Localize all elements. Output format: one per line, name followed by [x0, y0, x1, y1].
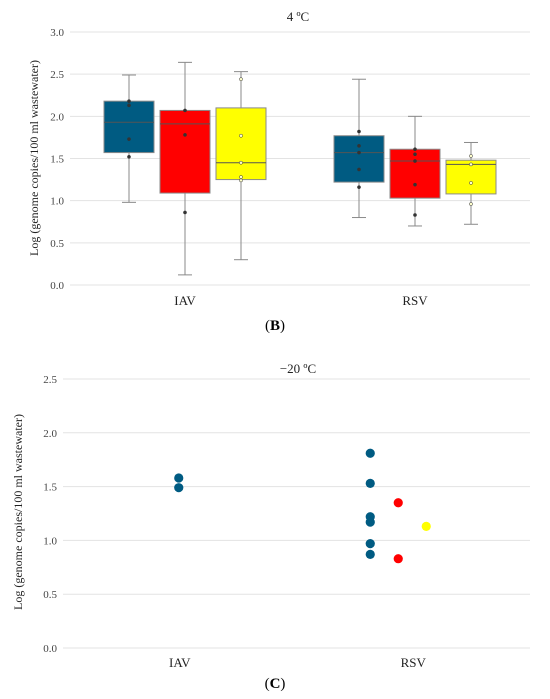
scatter-point [365, 549, 375, 559]
y-tick-b: 1.5 [50, 154, 64, 166]
scatter-point [174, 473, 184, 483]
box-body [215, 107, 267, 181]
box-point [357, 167, 361, 172]
chart-c-title: −20 ºC [280, 361, 316, 376]
scatter-point [174, 483, 184, 493]
box-point [413, 213, 417, 217]
y-tick-b: 0.0 [50, 280, 64, 292]
y-tick-b: 0.5 [50, 238, 64, 250]
box-point [127, 99, 131, 104]
panel-label-b-letter: B [270, 318, 280, 334]
scatter-point [365, 478, 375, 488]
y-tick-c: 1.0 [43, 535, 57, 547]
y-tick-c: 2.5 [43, 374, 57, 386]
box-point [357, 150, 361, 155]
x-category-c: RSV [401, 655, 427, 670]
scatter-point [365, 517, 375, 527]
box-point [469, 154, 473, 158]
box [103, 74, 155, 203]
box-point [469, 162, 473, 167]
panel-label-c: (C) [265, 676, 286, 692]
box [215, 71, 267, 261]
box-point [183, 133, 187, 137]
box-body [159, 109, 211, 194]
box-point [239, 160, 243, 165]
box-point [127, 137, 131, 141]
chart-b-ylabel: Log (genome copies/100 ml wastewater) [27, 60, 41, 256]
box [333, 78, 385, 219]
x-category-b: IAV [174, 293, 196, 308]
box-point [357, 185, 361, 190]
x-category-c: IAV [169, 655, 191, 670]
box-point [413, 147, 417, 152]
box-body [389, 148, 441, 199]
box-point [183, 108, 187, 113]
box-point [469, 181, 473, 185]
box-point [127, 154, 131, 159]
scatter-point [393, 498, 403, 508]
scatter-point [365, 539, 375, 549]
box-point [413, 182, 417, 187]
panel-label-c-letter: C [270, 676, 281, 692]
box-point [239, 133, 243, 138]
y-tick-b: 2.0 [50, 111, 64, 123]
box-point [469, 202, 473, 206]
y-tick-c: 0.5 [43, 589, 57, 601]
y-tick-c: 1.5 [43, 482, 57, 494]
box [445, 141, 497, 225]
box-point [183, 210, 187, 215]
chart-panel-c: −20 ºC Log (genome copies/100 ml wastewa… [11, 361, 530, 670]
box-point [239, 175, 243, 179]
box-point [413, 152, 417, 157]
box-point [357, 144, 361, 148]
chart-c-ylabel: Log (genome copies/100 ml wastewater) [11, 414, 25, 610]
box-point [239, 178, 243, 183]
box-point [413, 159, 417, 163]
scatter-point [393, 554, 403, 564]
chart-b-title: 4 ºC [287, 9, 309, 24]
scatter-point [421, 521, 431, 532]
y-tick-c: 2.0 [43, 428, 57, 440]
x-category-b: RSV [402, 293, 428, 308]
chart-panel-b: 4 ºC Log (genome copies/100 ml wastewate… [27, 9, 530, 308]
box-point [239, 77, 243, 82]
y-tick-c: 0.0 [43, 643, 57, 655]
scatter-point [365, 448, 375, 458]
box-body [333, 135, 385, 183]
y-tick-b: 1.0 [50, 196, 64, 208]
box-body [103, 100, 155, 154]
box-point [127, 103, 131, 108]
y-tick-b: 3.0 [50, 27, 64, 39]
box [389, 115, 441, 227]
panel-label-b: (B) [265, 318, 285, 334]
box [159, 61, 211, 276]
y-tick-b: 2.5 [50, 69, 64, 81]
box-point [357, 129, 361, 134]
